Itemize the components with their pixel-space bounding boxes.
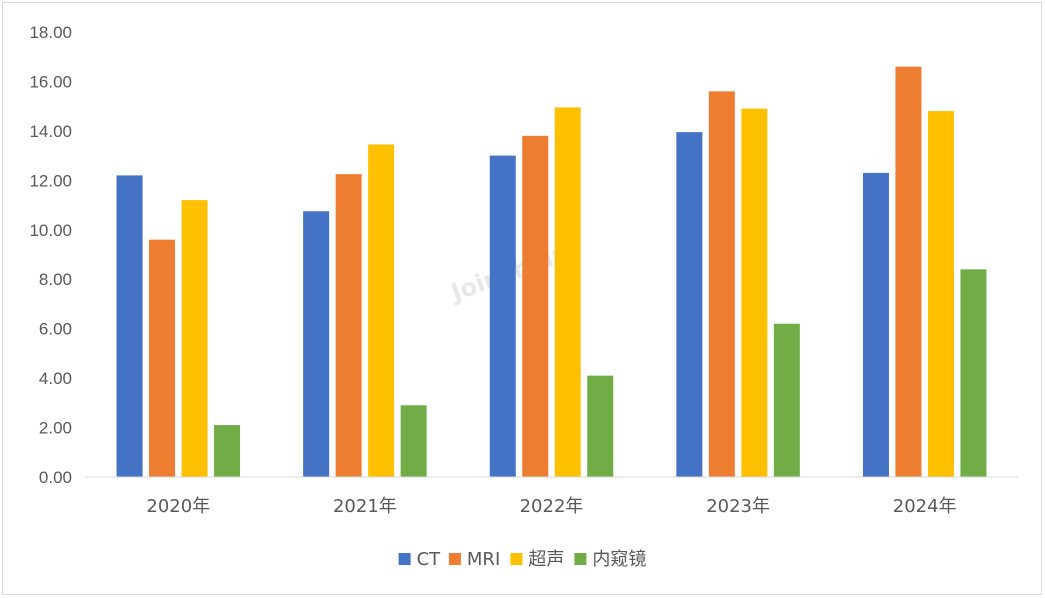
x-tick-labels: 2020年 2021年 2022年 2023年 2024年 bbox=[146, 496, 956, 517]
x-tick-label: 2024年 bbox=[893, 496, 957, 517]
x-tick-label: 2023年 bbox=[706, 496, 770, 517]
legend-swatch bbox=[398, 553, 411, 565]
legend-swatch bbox=[574, 553, 587, 565]
bars-group bbox=[116, 66, 987, 478]
bar bbox=[522, 135, 549, 478]
bar bbox=[335, 174, 362, 477]
bar bbox=[862, 172, 889, 477]
y-tick-labels: 0.00 2.00 4.00 6.00 8.00 10.00 12.00 14.00 16.00… bbox=[29, 23, 72, 487]
y-tick-label: 12.00 bbox=[29, 171, 72, 190]
legend: CT MRI 超声 内窥镜 bbox=[398, 549, 646, 570]
legend-label: 超声 bbox=[528, 549, 564, 570]
bar bbox=[960, 269, 987, 477]
bar bbox=[708, 91, 735, 477]
bar bbox=[400, 405, 427, 477]
y-tick-label: 4.00 bbox=[39, 369, 72, 388]
bar bbox=[181, 200, 208, 477]
y-tick-label: 8.00 bbox=[39, 270, 72, 289]
y-tick-label: 0.00 bbox=[39, 468, 72, 487]
bar bbox=[676, 132, 703, 477]
x-tick-label: 2020年 bbox=[146, 496, 210, 517]
bar bbox=[773, 323, 800, 477]
legend-swatch bbox=[448, 553, 461, 565]
bar bbox=[303, 211, 330, 477]
legend-swatch bbox=[510, 553, 523, 565]
x-tick-label: 2021年 bbox=[333, 496, 397, 517]
y-tick-label: 2.00 bbox=[39, 419, 72, 438]
bar bbox=[214, 425, 241, 477]
y-tick-label: 14.00 bbox=[29, 122, 72, 141]
bar bbox=[489, 155, 516, 477]
legend-label: 内窥镜 bbox=[592, 549, 646, 570]
legend-label: CT bbox=[417, 549, 442, 570]
bar bbox=[116, 175, 143, 477]
y-tick-label: 18.00 bbox=[29, 23, 72, 42]
bar bbox=[368, 144, 395, 477]
bar bbox=[895, 66, 922, 477]
bar bbox=[741, 108, 768, 477]
y-tick-label: 16.00 bbox=[29, 72, 72, 91]
bar bbox=[554, 107, 581, 478]
bar bbox=[587, 375, 614, 477]
bar bbox=[927, 111, 954, 477]
legend-label: MRI bbox=[467, 549, 500, 570]
x-tick-label: 2022年 bbox=[520, 496, 584, 517]
bar bbox=[149, 239, 176, 477]
y-tick-label: 10.00 bbox=[29, 221, 72, 240]
y-tick-label: 6.00 bbox=[39, 320, 72, 339]
